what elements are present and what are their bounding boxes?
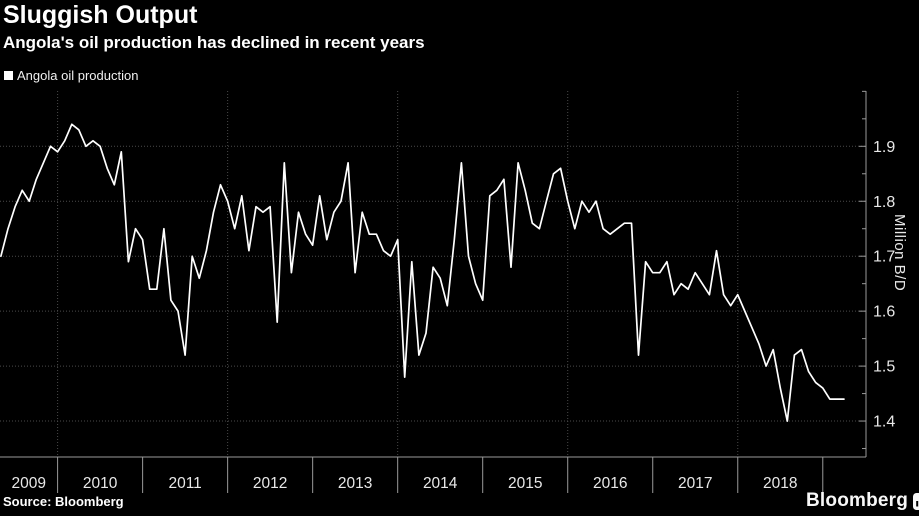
legend: Angola oil production <box>4 68 138 83</box>
chart-subtitle: Angola's oil production has declined in … <box>3 33 425 52</box>
year-label-2017: 2017 <box>678 475 712 492</box>
y-tick-label-1.9: 1.9 <box>873 139 895 156</box>
year-label-2018: 2018 <box>763 475 797 492</box>
y-tick-label-1.8: 1.8 <box>873 194 895 211</box>
y-axis-title: Million B/D <box>891 214 908 292</box>
year-label-2014: 2014 <box>423 475 458 492</box>
legend-swatch-icon <box>4 71 13 80</box>
y-tick-label-1.6: 1.6 <box>873 304 895 321</box>
legend-label: Angola oil production <box>17 68 139 83</box>
year-label-2015: 2015 <box>508 475 542 492</box>
bloomberg-logo: Bloomberg <box>806 490 919 512</box>
year-label-2009: 2009 <box>12 475 46 492</box>
year-label-2012: 2012 <box>253 475 287 492</box>
year-label-2016: 2016 <box>593 475 627 492</box>
year-label-2013: 2013 <box>338 475 372 492</box>
bloomberg-chart-icon <box>913 492 919 510</box>
source-note: Source: Bloomberg <box>3 494 124 509</box>
year-label-2010: 2010 <box>83 475 118 492</box>
y-tick-label-1.5: 1.5 <box>873 359 895 376</box>
year-label-2011: 2011 <box>168 475 201 492</box>
bloomberg-wordmark: Bloomberg <box>806 490 909 511</box>
y-tick-label-1.7: 1.7 <box>873 249 895 266</box>
production-line <box>0 123 845 422</box>
page-title: Sluggish Output <box>3 1 198 29</box>
y-tick-label-1.4: 1.4 <box>873 414 895 431</box>
